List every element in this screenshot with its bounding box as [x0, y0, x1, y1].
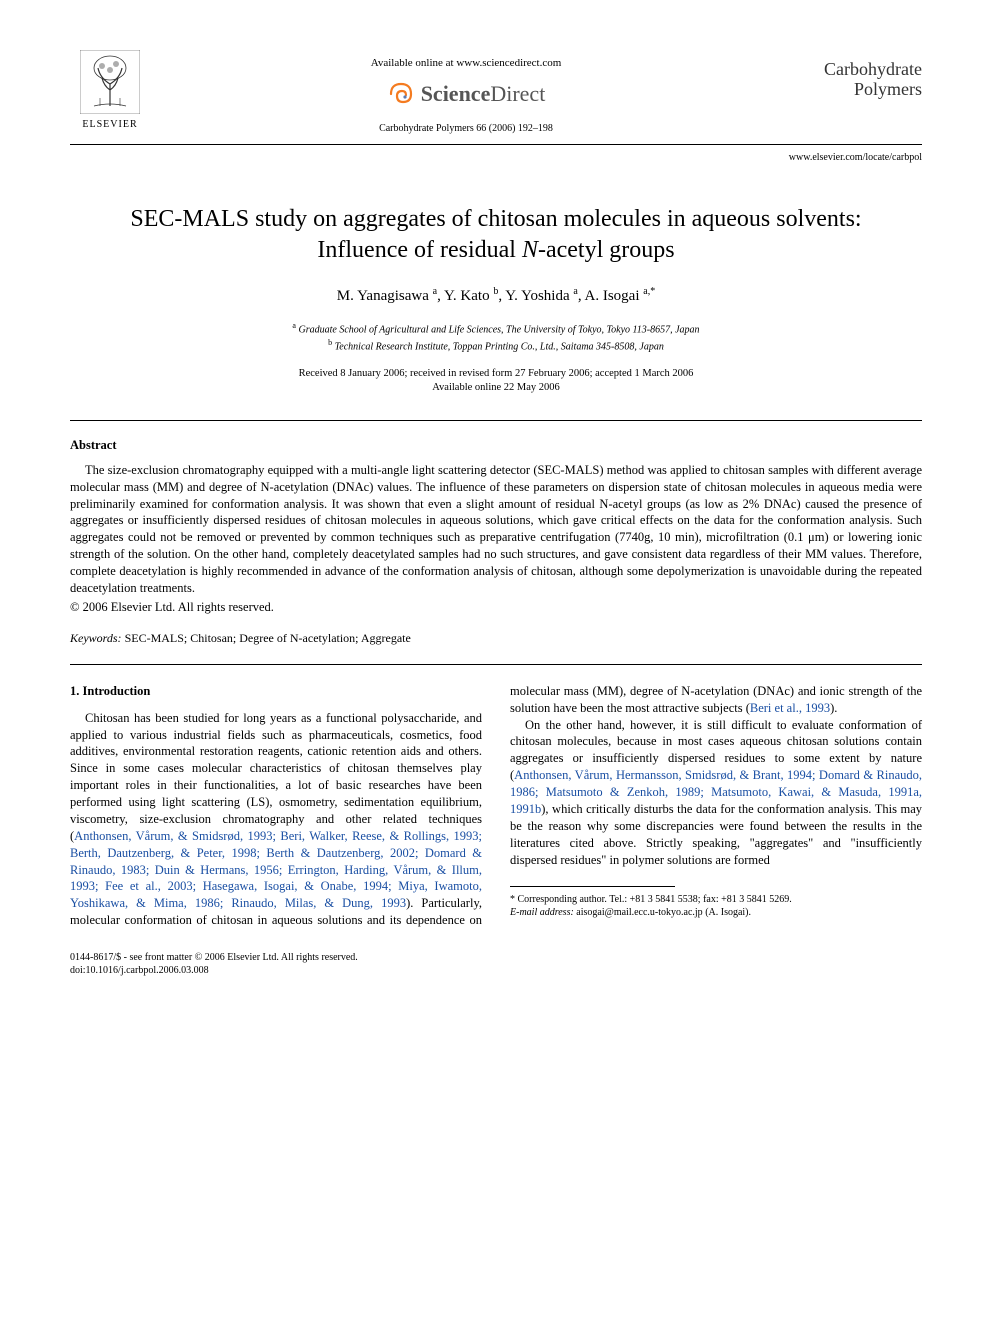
body-columns: 1. Introduction Chitosan has been studie…	[70, 683, 922, 929]
journal-reference: Carbohydrate Polymers 66 (2006) 192–198	[150, 122, 782, 136]
introduction-heading: 1. Introduction	[70, 683, 482, 700]
keywords-line: Keywords: SEC-MALS; Chitosan; Degree of …	[70, 630, 922, 646]
sciencedirect-swirl-icon	[387, 80, 415, 108]
citation-link-beri[interactable]: Beri et al., 1993	[750, 701, 830, 715]
article-title: SEC-MALS study on aggregates of chitosan…	[110, 204, 882, 266]
abstract-bottom-rule	[70, 664, 922, 665]
keywords-text: SEC-MALS; Chitosan; Degree of N-acetylat…	[125, 631, 411, 645]
journal-name-line1: Carbohydrate	[782, 60, 922, 80]
article-dates: Received 8 January 2006; received in rev…	[70, 367, 922, 396]
locate-url: www.elsevier.com/locate/carbpol	[70, 151, 922, 165]
sciencedirect-name: ScienceDirect	[421, 79, 546, 109]
front-matter-text: 0144-8617/$ - see front matter © 2006 El…	[70, 951, 922, 964]
affiliation-b: b Technical Research Institute, Toppan P…	[70, 337, 922, 354]
header-rule	[70, 144, 922, 145]
journal-name-line2: Polymers	[782, 80, 922, 100]
corresponding-author-footnote: * Corresponding author. Tel.: +81 3 5841…	[510, 893, 922, 919]
footer-legal: 0144-8617/$ - see front matter © 2006 El…	[70, 951, 922, 977]
publisher-name: ELSEVIER	[70, 118, 150, 132]
abstract-copyright: © 2006 Elsevier Ltd. All rights reserved…	[70, 599, 922, 616]
online-date: Available online 22 May 2006	[70, 381, 922, 396]
abstract-heading: Abstract	[70, 437, 922, 454]
corr-author-email[interactable]: aisogai@mail.ecc.u-tokyo.ac.jp	[576, 907, 702, 918]
authors-line: M. Yanagisawa a, Y. Kato b, Y. Yoshida a…	[70, 285, 922, 306]
available-online-text: Available online at www.sciencedirect.co…	[150, 56, 782, 71]
journal-title-box: Carbohydrate Polymers	[782, 50, 922, 100]
center-header: Available online at www.sciencedirect.co…	[150, 50, 782, 136]
received-dates: Received 8 January 2006; received in rev…	[70, 367, 922, 382]
affiliation-a: a Graduate School of Agricultural and Li…	[70, 320, 922, 337]
keywords-label: Keywords:	[70, 631, 122, 645]
abstract-text: The size-exclusion chromatography equipp…	[70, 462, 922, 597]
paper-header: ELSEVIER Available online at www.science…	[70, 50, 922, 136]
publisher-logo: ELSEVIER	[70, 50, 150, 132]
elsevier-tree-icon	[80, 50, 140, 114]
corr-author-contact: * Corresponding author. Tel.: +81 3 5841…	[510, 893, 922, 906]
abstract-top-rule	[70, 420, 922, 421]
affiliations: a Graduate School of Agricultural and Li…	[70, 320, 922, 355]
doi-text: doi:10.1016/j.carbpol.2006.03.008	[70, 964, 922, 977]
sciencedirect-logo: ScienceDirect	[387, 79, 546, 109]
intro-para-2: On the other hand, however, it is still …	[510, 717, 922, 869]
corr-author-email-line: E-mail address: aisogai@mail.ecc.u-tokyo…	[510, 906, 922, 919]
footnote-separator	[510, 886, 675, 887]
